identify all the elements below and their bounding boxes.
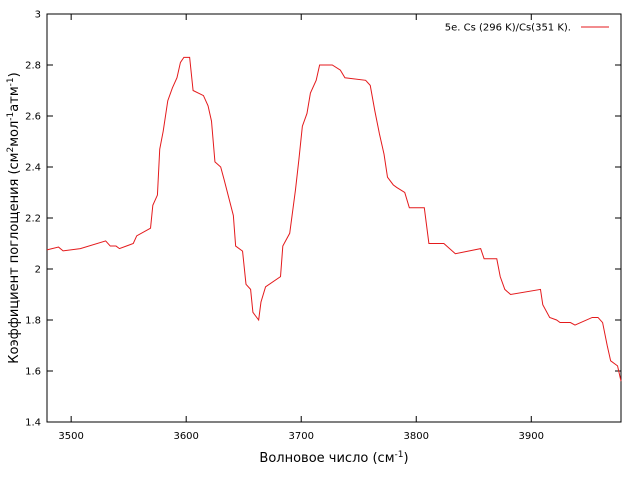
- data-line: [46, 56, 622, 382]
- xlabel-part: Волновое число (см: [259, 451, 394, 466]
- y-tick-label: 1.8: [25, 316, 41, 327]
- x-tick-label: 3700: [288, 431, 313, 442]
- y-tick-label: 2: [35, 265, 41, 276]
- y-axis-label: Коэффициент поглощения (см2мол-1атм-1): [6, 72, 22, 363]
- ylabel-part: мол: [7, 121, 22, 147]
- ylabel-part: 2: [6, 147, 16, 153]
- y-tick-label: 2.6: [25, 112, 41, 123]
- x-tick-label: 3800: [404, 431, 429, 442]
- y-tick-label: 2.8: [25, 61, 41, 72]
- xlabel-part: ): [403, 451, 408, 466]
- y-tick-label: 2.4: [25, 163, 41, 174]
- ylabel-part: Коэффициент поглощения (см: [7, 153, 22, 364]
- x-tick-label: 3500: [58, 431, 83, 442]
- x-axis-label: Волновое число (см-1): [259, 450, 408, 466]
- ylabel-part: -1: [6, 112, 16, 121]
- y-tick-label: 1.6: [25, 367, 41, 378]
- ylabel-part: атм: [7, 86, 22, 111]
- xlabel-part: -1: [395, 450, 404, 460]
- ylabel-part: ): [7, 72, 22, 77]
- x-tick-label: 3900: [519, 431, 544, 442]
- plot-frame: [46, 13, 622, 423]
- legend-label: 5e. Cs (296 K)/Cs(351 K).: [445, 23, 571, 34]
- x-tick-label: 3600: [173, 431, 198, 442]
- y-tick-label: 2.2: [25, 214, 41, 225]
- y-tick-label: 3: [35, 10, 41, 21]
- ylabel-part: -1: [6, 77, 16, 86]
- y-tick-label: 1.4: [25, 418, 41, 429]
